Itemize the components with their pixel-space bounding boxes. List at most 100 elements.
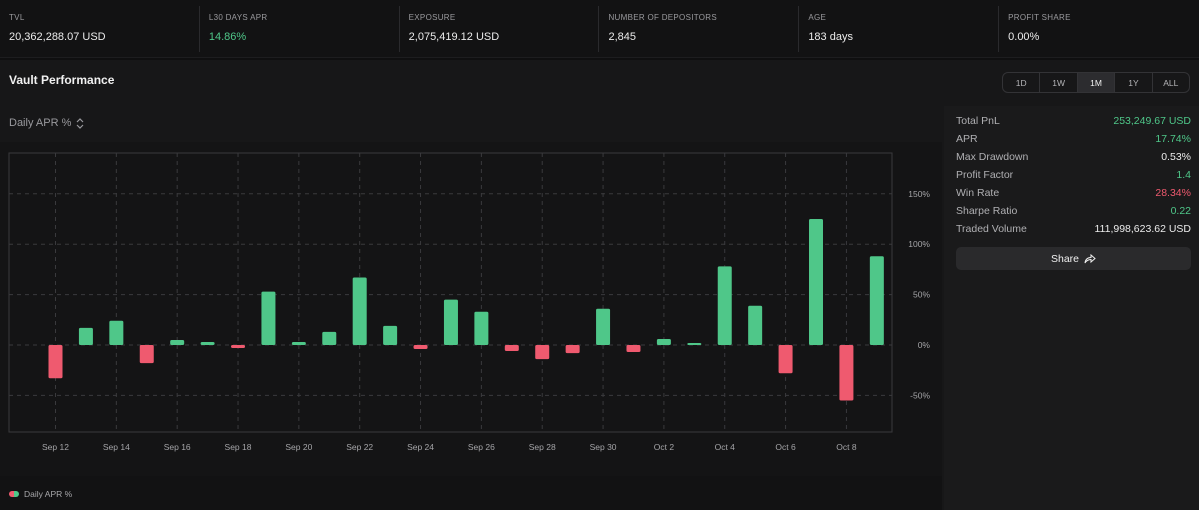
stat-depositors: NUMBER OF DEPOSITORS 2,845 [599, 6, 800, 52]
x-tick-label: Sep 26 [468, 442, 495, 452]
share-button[interactable]: Share [956, 247, 1191, 270]
summary-panel: Total PnL 253,249.67 USD APR 17.74% Max … [944, 106, 1199, 510]
apr-bar [322, 331, 337, 345]
range-1y[interactable]: 1Y [1115, 73, 1153, 92]
stat-label: L30 DAYS APR [208, 13, 268, 22]
summary-row-profit-factor: Profit Factor 1.4 [956, 166, 1191, 184]
summary-value: 28.34% [1155, 187, 1191, 199]
y-tick-label: 0% [918, 340, 931, 350]
summary-key: APR [956, 133, 978, 145]
summary-row-total-pnl: Total PnL 253,249.67 USD [956, 112, 1191, 130]
summary-value: 17.74% [1155, 133, 1191, 145]
metric-selector-label: Daily APR % [9, 117, 72, 129]
apr-bar [535, 345, 550, 360]
x-tick-label: Sep 30 [590, 442, 617, 452]
x-tick-label: Sep 14 [103, 442, 130, 452]
x-tick-label: Sep 18 [225, 442, 252, 452]
apr-bar [748, 305, 763, 345]
apr-bar [687, 342, 702, 345]
stat-label: NUMBER OF DEPOSITORS [608, 13, 718, 22]
x-tick-label: Sep 28 [529, 442, 556, 452]
range-1w[interactable]: 1W [1040, 73, 1078, 92]
summary-value: 0.22 [1170, 205, 1191, 217]
summary-value: 111,998,623.62 USD [1094, 223, 1191, 235]
summary-key: Sharpe Ratio [956, 205, 1018, 217]
stat-l30-apr: L30 DAYS APR 14.86% [200, 6, 400, 52]
summary-row-traded-volume: Traded Volume 111,998,623.62 USD [956, 220, 1191, 238]
y-tick-label: 150% [908, 189, 930, 199]
stat-label: PROFIT SHARE [1008, 13, 1071, 22]
apr-bar [443, 299, 458, 345]
y-tick-label: 50% [913, 290, 930, 300]
apr-bar [596, 308, 611, 345]
apr-bar [261, 291, 276, 345]
apr-bar [839, 345, 854, 401]
summary-value: 0.53% [1161, 151, 1191, 163]
legend-swatch-icon [9, 491, 19, 497]
apr-bar [809, 219, 823, 345]
stat-label: TVL [9, 13, 25, 22]
range-all[interactable]: ALL [1163, 77, 1179, 88]
stat-exposure: EXPOSURE 2,075,419.12 USD [400, 6, 600, 52]
apr-bar [565, 345, 580, 354]
apr-bar [200, 341, 215, 345]
stat-value: 14.86% [208, 31, 247, 43]
x-tick-label: Oct 2 [654, 442, 675, 452]
x-tick-label: Oct 6 [775, 442, 796, 452]
y-tick-label: -50% [910, 390, 930, 400]
x-tick-label: Oct 4 [715, 442, 736, 452]
apr-bar [504, 345, 519, 352]
apr-bar-chart: Sep 12 Sep 14 Sep 16 Sep 18 Sep 20 Sep 22 Sep … [8, 152, 931, 452]
apr-bar [383, 325, 398, 345]
apr-bar [170, 339, 185, 345]
summary-row-max-drawdown: Max Drawdown 0.53% [956, 148, 1191, 166]
stat-value: 2,075,419.12 USD [408, 31, 500, 43]
share-label: Share [1050, 252, 1080, 265]
summary-key: Profit Factor [956, 169, 1014, 181]
range-1m[interactable]: 1M [1077, 73, 1116, 92]
stat-value: 2,845 [608, 31, 637, 43]
stat-label: EXPOSURE [408, 13, 456, 22]
stat-label: AGE [808, 13, 827, 22]
y-tick-label: 100% [908, 239, 930, 249]
apr-bar [869, 256, 884, 345]
stat-age: AGE 183 days [799, 6, 1000, 52]
stat-tvl: TVL 20,362,288.07 USD [0, 6, 200, 52]
x-tick-label: Oct 8 [836, 442, 857, 452]
metric-selector[interactable]: Daily APR % [9, 117, 84, 129]
stat-value: 183 days [808, 31, 853, 43]
summary-key: Traded Volume [956, 223, 1027, 235]
stats-bar: TVL 20,362,288.07 USD L30 DAYS APR 14.86… [0, 0, 1199, 58]
apr-chart: Sep 12 Sep 14 Sep 16 Sep 18 Sep 20 Sep 22 Sep … [0, 142, 942, 476]
summary-row-apr: APR 17.74% [956, 130, 1191, 148]
apr-bar [291, 341, 306, 345]
summary-row-win-rate: Win Rate 28.34% [956, 184, 1191, 202]
share-arrow-icon [1084, 253, 1096, 264]
summary-key: Total PnL [956, 115, 1000, 127]
apr-bar [48, 345, 63, 379]
stat-profit-share: PROFIT SHARE 0.00% [999, 6, 1199, 52]
plot-frame [8, 152, 893, 433]
summary-row-sharpe-ratio: Sharpe Ratio 0.22 [956, 202, 1191, 220]
stat-value: 0.00% [1008, 31, 1040, 43]
apr-bar [717, 266, 732, 345]
summary-key: Max Drawdown [956, 151, 1029, 163]
apr-bar [352, 277, 367, 345]
x-tick-label: Sep 22 [346, 442, 373, 452]
legend-label: Daily APR % [24, 489, 73, 499]
summary-key: Win Rate [956, 187, 1000, 199]
apr-bar [778, 345, 793, 374]
apr-bar [139, 345, 154, 364]
range-1d[interactable]: 1D [1003, 73, 1041, 92]
panel-title: Vault Performance [9, 73, 115, 87]
summary-value: 253,249.67 USD [1113, 115, 1191, 127]
summary-value: 1.4 [1176, 169, 1191, 181]
chart-legend[interactable]: Daily APR % [9, 489, 72, 499]
apr-bar [474, 311, 489, 345]
apr-bar [231, 345, 246, 349]
x-tick-label: Sep 12 [42, 442, 69, 452]
apr-bar [78, 327, 93, 345]
apr-bar [626, 345, 641, 353]
legend-bar: Daily APR % [0, 476, 942, 510]
apr-bar [656, 338, 671, 345]
